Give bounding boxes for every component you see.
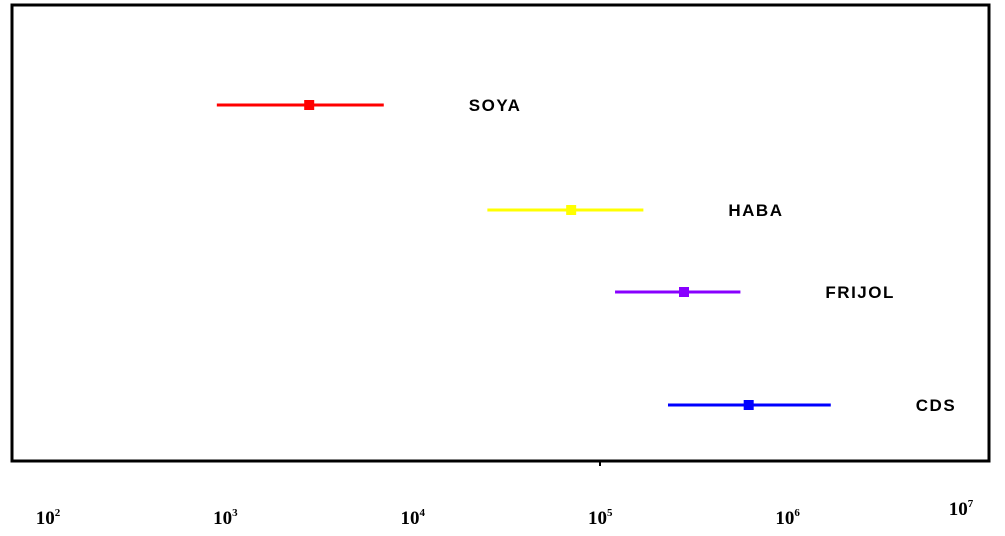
x-tick-label: 102: [36, 507, 61, 529]
series-label-cds: CDS: [916, 396, 956, 415]
series-layer: SOYA HABA FRIJOL CDS: [216, 96, 956, 415]
series-cds: CDS: [667, 396, 956, 415]
x-tick-label: 107: [949, 498, 974, 520]
series-label-haba: HABA: [728, 201, 783, 220]
series-label-soya: SOYA: [469, 96, 522, 115]
center-marker-frijol: [678, 287, 689, 297]
x-tick-label: 105: [588, 507, 613, 529]
series-soya: SOYA: [216, 96, 522, 115]
plot-frame: [10, 3, 991, 463]
x-tick-label: 103: [213, 507, 238, 529]
series-label-frijol: FRIJOL: [825, 283, 894, 302]
center-marker-haba: [566, 205, 577, 215]
center-marker-cds: [743, 400, 754, 410]
series-haba: HABA: [487, 201, 783, 220]
x-tick-label: 104: [401, 507, 426, 529]
series-frijol: FRIJOL: [615, 283, 894, 302]
x-tick-label: 106: [775, 507, 800, 529]
x-tick-labels: 102 103 104 105 106 107: [36, 498, 974, 529]
center-marker-soya: [304, 100, 315, 110]
